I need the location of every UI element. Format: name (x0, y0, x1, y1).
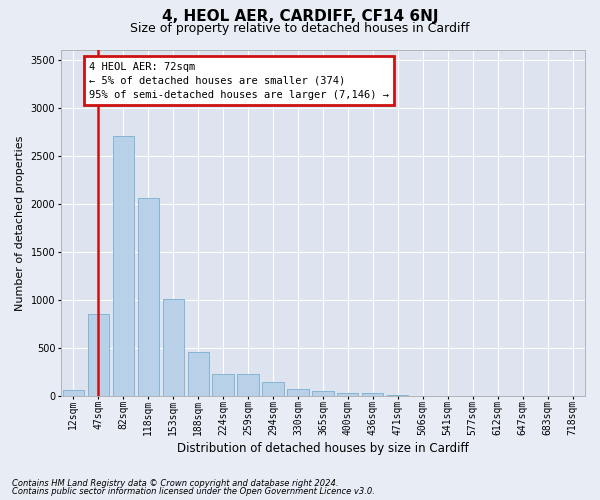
Bar (137, 198, 159, 396)
Bar (163, 298, 184, 396)
Y-axis label: Number of detached properties: Number of detached properties (15, 135, 25, 310)
Text: 4 HEOL AER: 72sqm
← 5% of detached houses are smaller (374)
95% of semi-detached: 4 HEOL AER: 72sqm ← 5% of detached house… (89, 62, 389, 100)
Bar (287, 390, 308, 396)
Text: 4, HEOL AER, CARDIFF, CF14 6NJ: 4, HEOL AER, CARDIFF, CF14 6NJ (162, 9, 438, 24)
Bar (313, 391, 334, 396)
Bar (362, 393, 383, 396)
X-axis label: Distribution of detached houses by size in Cardiff: Distribution of detached houses by size … (177, 442, 469, 455)
Bar (238, 374, 259, 396)
Bar (262, 382, 284, 396)
Bar (88, 314, 109, 396)
Bar (113, 136, 134, 396)
Text: Size of property relative to detached houses in Cardiff: Size of property relative to detached ho… (130, 22, 470, 35)
Bar (63, 390, 84, 396)
Bar (188, 352, 209, 396)
Text: Contains HM Land Registry data © Crown copyright and database right 2024.: Contains HM Land Registry data © Crown c… (12, 478, 338, 488)
Text: Contains public sector information licensed under the Open Government Licence v3: Contains public sector information licen… (12, 487, 375, 496)
Bar (212, 374, 234, 396)
Bar (337, 393, 358, 396)
